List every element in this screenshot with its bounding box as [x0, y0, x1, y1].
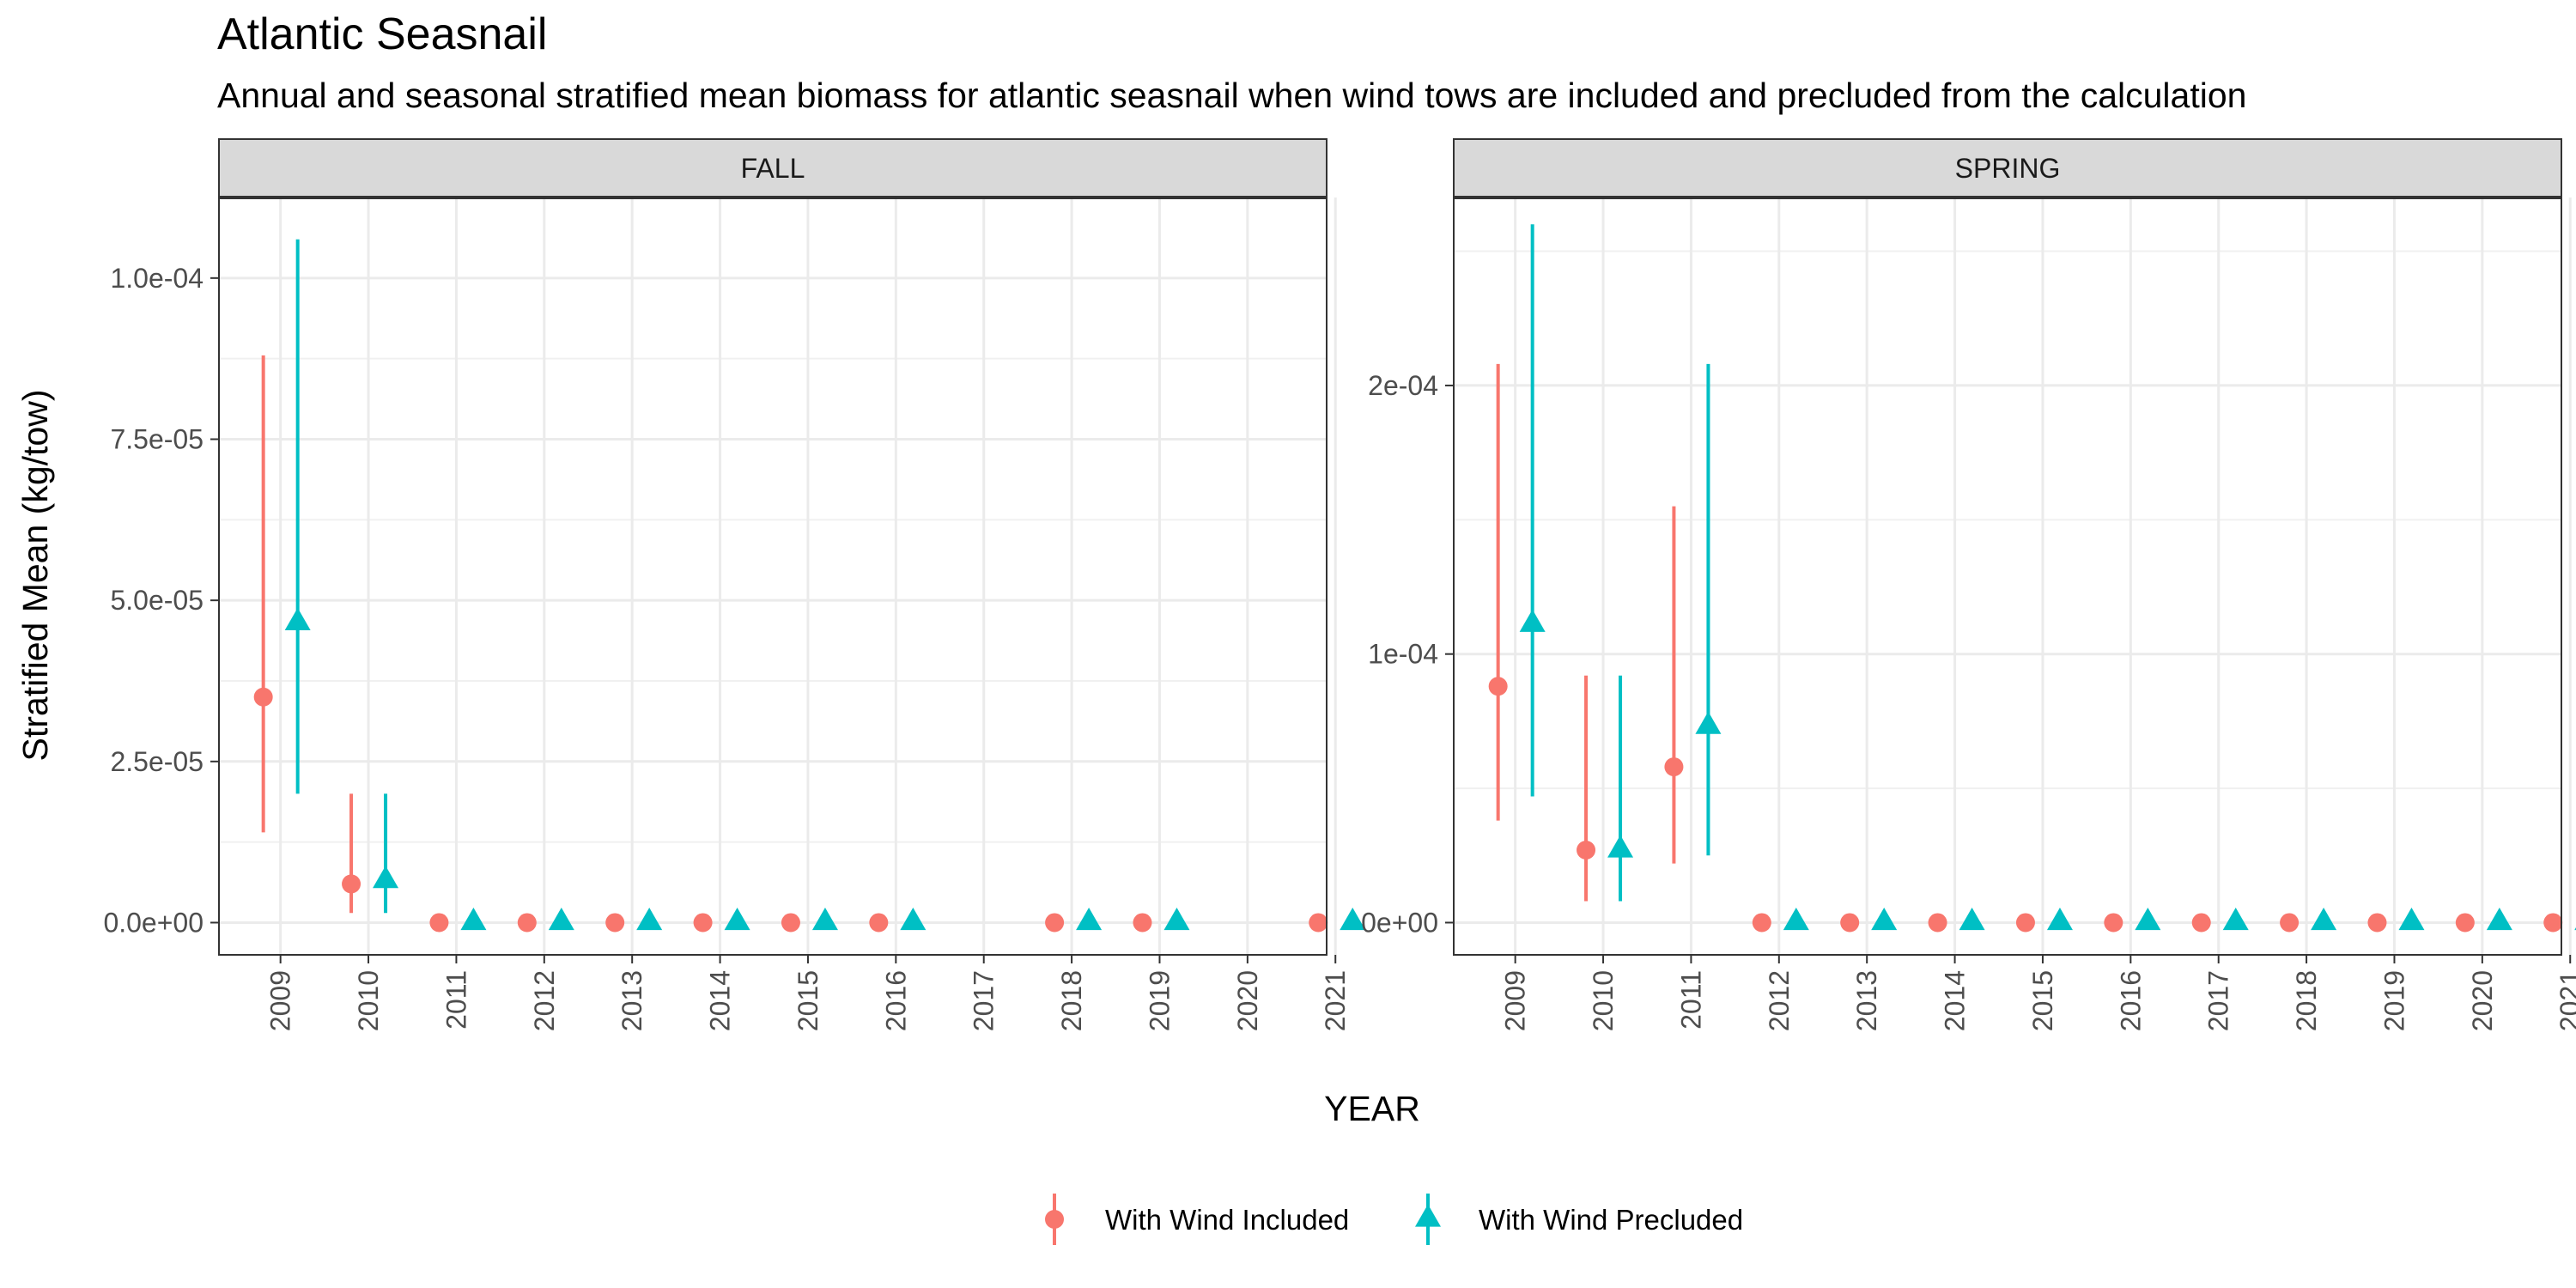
point-precluded	[724, 907, 750, 931]
legend-key-precluded-point	[1415, 1204, 1441, 1227]
point-included	[1309, 913, 1328, 933]
x-tick-label: 2017	[969, 970, 999, 1031]
point-included	[2543, 913, 2563, 933]
point-precluded	[1959, 907, 1985, 931]
x-tick-label: 2019	[1144, 970, 1175, 1031]
x-tick-label: 2013	[617, 970, 647, 1031]
point-included	[2280, 913, 2300, 933]
point-included	[1664, 757, 1684, 777]
x-tick-label: 2010	[1588, 970, 1619, 1031]
x-tick-label: 2021	[1320, 970, 1351, 1031]
point-precluded	[1783, 907, 1809, 931]
point-included	[1752, 913, 1771, 933]
point-precluded	[1340, 907, 1366, 931]
legend-label-precluded: With Wind Precluded	[1479, 1204, 1743, 1236]
y-axis-title: Stratified Mean (kg/tow)	[15, 390, 55, 762]
strip-label-spring: SPRING	[1955, 153, 2061, 184]
x-tick-label: 2021	[2555, 970, 2576, 1031]
x-tick-label: 2015	[2027, 970, 2058, 1031]
x-axis-title: YEAR	[1324, 1089, 1420, 1128]
panel-background	[219, 197, 1327, 955]
x-tick-label: 2012	[529, 970, 560, 1031]
point-precluded	[900, 907, 927, 931]
x-tick-label: 2010	[353, 970, 384, 1031]
point-precluded	[373, 866, 399, 889]
point-precluded	[2222, 907, 2249, 931]
point-included	[253, 687, 273, 707]
y-tick-label: 1e-04	[1368, 639, 1438, 670]
point-precluded	[1163, 907, 1190, 931]
x-tick-label: 2020	[1232, 970, 1263, 1031]
point-precluded	[636, 907, 663, 931]
point-precluded	[284, 607, 311, 631]
x-tick-label: 2013	[1851, 970, 1882, 1031]
point-precluded	[811, 907, 838, 931]
legend-key-included-point	[1045, 1210, 1064, 1229]
legend-label-included: With Wind Included	[1105, 1204, 1349, 1236]
x-tick-label: 2019	[2379, 970, 2409, 1031]
point-included	[342, 874, 361, 894]
x-tick-label: 2011	[1675, 970, 1706, 1030]
chart-title: Atlantic Seasnail	[217, 9, 548, 59]
x-tick-label: 2016	[2115, 970, 2146, 1031]
point-included	[1045, 913, 1065, 933]
y-tick-label: 7.5e-05	[110, 423, 204, 454]
x-tick-label: 2015	[793, 970, 823, 1031]
x-tick-label: 2018	[2291, 970, 2322, 1031]
point-included	[2455, 913, 2475, 933]
point-included	[517, 913, 537, 933]
y-tick-label: 2e-04	[1368, 370, 1438, 401]
point-precluded	[2046, 907, 2073, 931]
point-precluded	[2135, 907, 2161, 931]
point-precluded	[1607, 835, 1634, 858]
point-included	[1133, 913, 1152, 933]
x-tick-label: 2017	[2203, 970, 2234, 1031]
strip-background	[218, 138, 1327, 198]
x-tick-label: 2009	[265, 970, 296, 1031]
y-tick-label: 0e+00	[1361, 907, 1438, 938]
point-included	[693, 913, 713, 933]
x-tick-label: 2014	[705, 970, 736, 1031]
x-tick-label: 2011	[440, 970, 471, 1030]
point-precluded	[460, 907, 487, 931]
point-included	[1928, 913, 1947, 933]
y-tick-label: 0.0e+00	[103, 907, 204, 938]
point-included	[1577, 841, 1596, 860]
point-precluded	[1695, 711, 1722, 734]
x-tick-label: 2012	[1764, 970, 1795, 1031]
point-precluded	[1871, 907, 1898, 931]
point-precluded	[1519, 609, 1546, 632]
point-precluded	[2398, 907, 2425, 931]
y-tick-label: 5.0e-05	[110, 585, 204, 616]
chart-subtitle: Annual and seasonal stratified mean biom…	[217, 76, 2247, 115]
strip-label-fall: FALL	[741, 153, 805, 184]
x-tick-label: 2016	[880, 970, 911, 1031]
y-tick-label: 2.5e-05	[110, 746, 204, 777]
point-precluded	[2486, 907, 2512, 931]
point-included	[2015, 913, 2035, 933]
x-tick-label: 2020	[2467, 970, 2498, 1031]
strip-background	[1453, 138, 2562, 198]
point-precluded	[548, 907, 574, 931]
x-tick-label: 2014	[1940, 970, 1971, 1031]
point-included	[1488, 677, 1508, 696]
point-included	[781, 913, 800, 933]
point-included	[429, 913, 449, 933]
panel-background	[1454, 197, 2561, 955]
x-tick-label: 2018	[1056, 970, 1087, 1031]
point-included	[869, 913, 889, 933]
point-included	[2367, 913, 2387, 933]
point-included	[1840, 913, 1860, 933]
x-tick-label: 2009	[1500, 970, 1531, 1031]
point-included	[605, 913, 625, 933]
point-included	[2191, 913, 2211, 933]
point-precluded	[1076, 907, 1103, 931]
point-included	[2104, 913, 2123, 933]
point-precluded	[2311, 907, 2337, 931]
y-tick-label: 1.0e-04	[110, 263, 204, 294]
